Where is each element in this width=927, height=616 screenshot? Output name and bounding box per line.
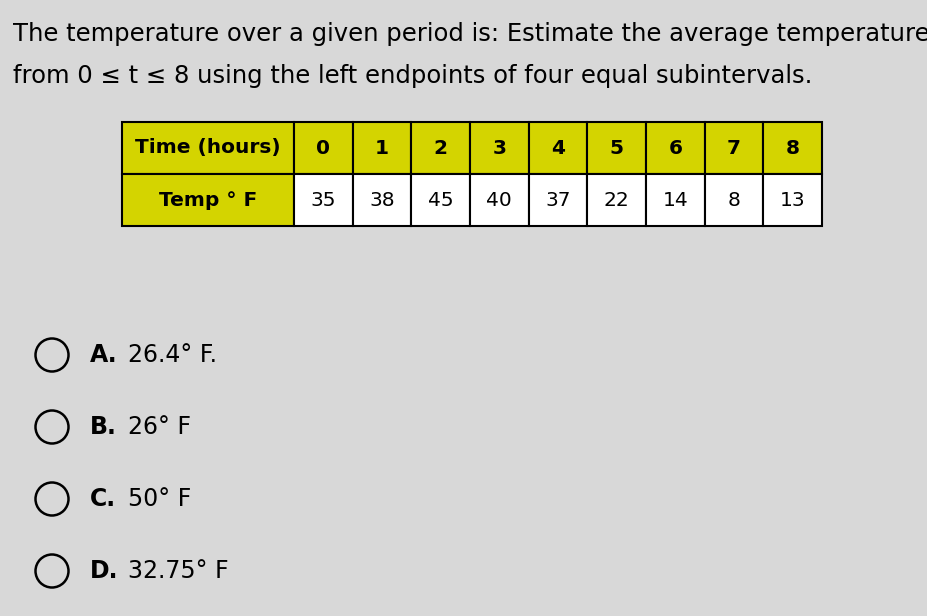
Bar <box>352 122 411 174</box>
Bar <box>469 122 528 174</box>
Bar <box>587 174 645 226</box>
Text: 50° F: 50° F <box>128 487 191 511</box>
Text: 1: 1 <box>375 139 388 158</box>
Bar <box>469 174 528 226</box>
Text: 32.75° F: 32.75° F <box>128 559 228 583</box>
Bar <box>528 122 587 174</box>
Bar <box>704 122 763 174</box>
Text: 14: 14 <box>662 190 688 209</box>
Bar <box>411 122 469 174</box>
Bar <box>294 174 352 226</box>
Text: 37: 37 <box>545 190 570 209</box>
Text: 40: 40 <box>486 190 512 209</box>
Text: 3: 3 <box>492 139 506 158</box>
Text: 38: 38 <box>369 190 394 209</box>
Bar <box>587 122 645 174</box>
Bar <box>528 174 587 226</box>
Bar <box>645 174 704 226</box>
Bar <box>294 122 352 174</box>
Text: B.: B. <box>90 415 117 439</box>
Text: 26° F: 26° F <box>128 415 191 439</box>
Text: 4: 4 <box>551 139 565 158</box>
Bar <box>121 122 294 174</box>
Text: 6: 6 <box>667 139 681 158</box>
Text: C.: C. <box>90 487 116 511</box>
Text: A.: A. <box>90 343 118 367</box>
Text: 7: 7 <box>726 139 740 158</box>
Bar <box>411 174 469 226</box>
Text: 13: 13 <box>779 190 805 209</box>
Text: Time (hours): Time (hours) <box>135 139 281 158</box>
Text: 0: 0 <box>316 139 330 158</box>
Text: 26.4° F.: 26.4° F. <box>128 343 217 367</box>
Text: 5: 5 <box>609 139 623 158</box>
Bar <box>121 174 294 226</box>
Text: from 0 ≤ t ≤ 8 using the left endpoints of four equal subintervals.: from 0 ≤ t ≤ 8 using the left endpoints … <box>13 64 811 88</box>
Text: D.: D. <box>90 559 119 583</box>
Text: 45: 45 <box>427 190 453 209</box>
Text: 8: 8 <box>727 190 740 209</box>
Text: 22: 22 <box>603 190 629 209</box>
Text: 8: 8 <box>785 139 799 158</box>
Text: Temp ° F: Temp ° F <box>159 190 257 209</box>
Bar <box>645 122 704 174</box>
Text: 2: 2 <box>433 139 447 158</box>
Text: The temperature over a given period is: Estimate the average temperature: The temperature over a given period is: … <box>13 22 927 46</box>
Bar <box>352 174 411 226</box>
Text: 35: 35 <box>311 190 336 209</box>
Bar <box>763 122 821 174</box>
Bar <box>763 174 821 226</box>
Bar <box>704 174 763 226</box>
